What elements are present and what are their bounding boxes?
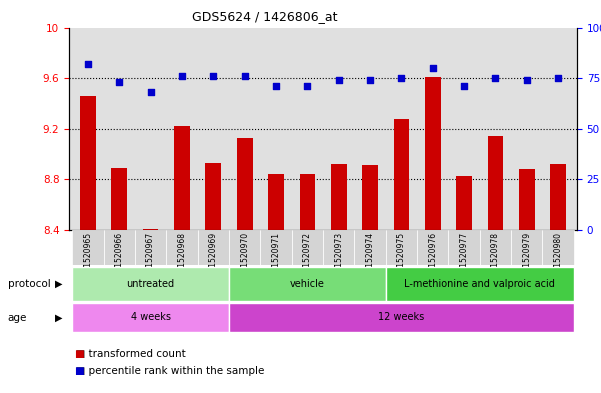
Point — [522, 77, 532, 83]
Bar — [72, 230, 103, 265]
Bar — [386, 267, 574, 301]
Text: ■: ■ — [74, 366, 84, 376]
Text: ■ transformed count: ■ transformed count — [69, 349, 186, 359]
Point — [459, 83, 469, 89]
Text: protocol: protocol — [8, 279, 50, 289]
Point — [490, 75, 500, 81]
Text: ■: ■ — [74, 349, 84, 359]
Point — [302, 83, 312, 89]
Text: GSM1520973: GSM1520973 — [334, 231, 343, 283]
Bar — [355, 230, 386, 265]
Bar — [166, 230, 198, 265]
Bar — [206, 163, 221, 230]
Text: GSM1520970: GSM1520970 — [240, 231, 249, 283]
Bar — [519, 169, 535, 230]
Bar — [135, 230, 166, 265]
Bar — [456, 176, 472, 230]
Text: GSM1520974: GSM1520974 — [365, 231, 374, 283]
Text: untreated: untreated — [127, 279, 175, 289]
Bar — [72, 303, 229, 332]
Point — [554, 75, 563, 81]
Text: GSM1520969: GSM1520969 — [209, 231, 218, 283]
Point — [177, 73, 187, 79]
Point — [114, 79, 124, 85]
Bar — [386, 230, 417, 265]
Bar — [260, 230, 291, 265]
Point — [83, 61, 93, 67]
Bar — [80, 96, 96, 230]
Bar — [448, 230, 480, 265]
Text: ▶: ▶ — [55, 279, 63, 289]
Text: GSM1520968: GSM1520968 — [177, 231, 186, 283]
Bar — [198, 230, 229, 265]
Point — [397, 75, 406, 81]
Bar — [425, 77, 441, 230]
Bar — [511, 230, 543, 265]
Bar — [362, 165, 378, 230]
Text: GSM1520967: GSM1520967 — [146, 231, 155, 283]
Bar — [543, 230, 574, 265]
Text: GDS5624 / 1426806_at: GDS5624 / 1426806_at — [192, 10, 337, 23]
Bar — [291, 230, 323, 265]
Text: GSM1520965: GSM1520965 — [84, 231, 93, 283]
Bar — [323, 230, 355, 265]
Bar — [394, 119, 409, 230]
Point — [365, 77, 375, 83]
Bar — [331, 164, 347, 230]
Text: GSM1520980: GSM1520980 — [554, 231, 563, 283]
Text: GSM1520978: GSM1520978 — [491, 231, 500, 283]
Text: L-methionine and valproic acid: L-methionine and valproic acid — [404, 279, 555, 289]
Bar — [72, 267, 229, 301]
Point — [271, 83, 281, 89]
Bar — [480, 230, 511, 265]
Bar — [237, 138, 252, 230]
Bar — [551, 164, 566, 230]
Bar — [487, 136, 503, 230]
Text: GSM1520972: GSM1520972 — [303, 231, 312, 283]
Point — [209, 73, 218, 79]
Bar — [111, 168, 127, 230]
Text: GSM1520971: GSM1520971 — [272, 231, 281, 283]
Text: GSM1520975: GSM1520975 — [397, 231, 406, 283]
Bar — [229, 303, 574, 332]
Text: age: age — [8, 312, 27, 323]
Point — [146, 89, 156, 95]
Text: 12 weeks: 12 weeks — [378, 312, 424, 322]
Bar — [174, 126, 190, 230]
Bar — [103, 230, 135, 265]
Bar — [268, 174, 284, 230]
Text: GSM1520966: GSM1520966 — [115, 231, 124, 283]
Point — [428, 65, 438, 71]
Bar — [299, 174, 315, 230]
Text: 4 weeks: 4 weeks — [130, 312, 171, 322]
Text: GSM1520979: GSM1520979 — [522, 231, 531, 283]
Text: ■ percentile rank within the sample: ■ percentile rank within the sample — [69, 366, 264, 376]
Text: GSM1520976: GSM1520976 — [429, 231, 438, 283]
Bar — [229, 267, 386, 301]
Bar — [417, 230, 448, 265]
Text: ▶: ▶ — [55, 312, 63, 323]
Point — [240, 73, 249, 79]
Point — [334, 77, 344, 83]
Text: GSM1520977: GSM1520977 — [460, 231, 469, 283]
Bar — [229, 230, 260, 265]
Bar — [143, 229, 159, 230]
Text: vehicle: vehicle — [290, 279, 325, 289]
